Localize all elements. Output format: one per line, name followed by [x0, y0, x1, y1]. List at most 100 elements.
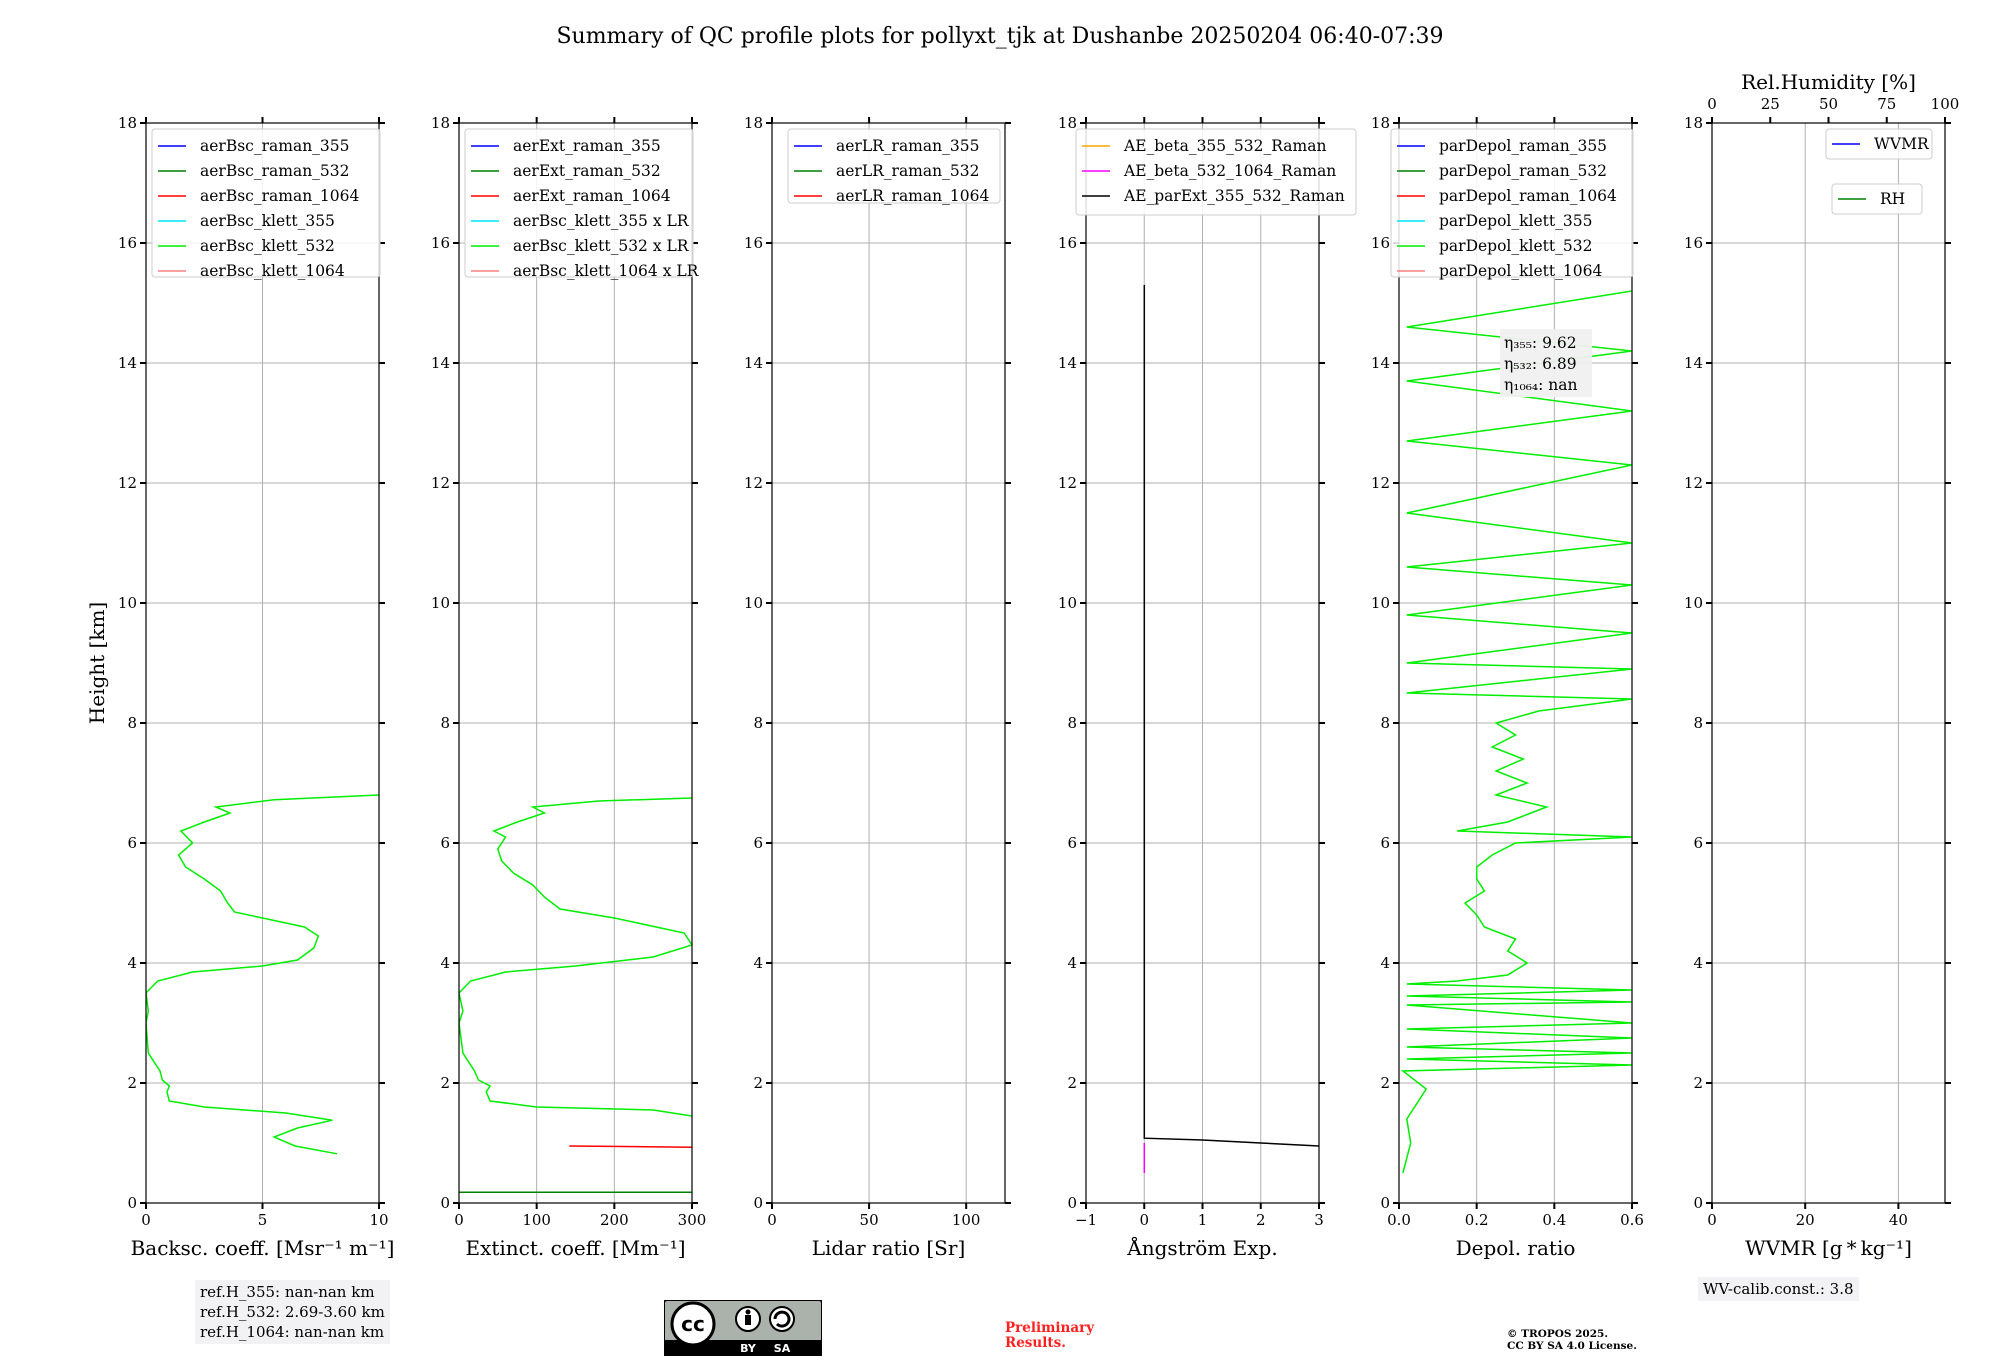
y-tick-label: 4: [753, 954, 763, 972]
series-group: [1143, 285, 1319, 1173]
series-line-aerExt_raman_1064: [569, 1145, 692, 1148]
annotation-text: η₁₀₆₄: nan: [1504, 376, 1578, 394]
y-tick-label: 18: [744, 114, 763, 132]
y-tick-label: 6: [440, 834, 450, 852]
y-tick-label: 12: [1684, 474, 1703, 492]
prelim-line-2: Results.: [1005, 1335, 1066, 1351]
x-tick-label: 0.0: [1387, 1211, 1411, 1229]
y-tick-label: 0: [440, 1194, 450, 1212]
panel-3: 0 2 4 6 8 10 12 14 16 18 0 50 100 Lidar ratio [Sr] aer…: [744, 114, 1011, 1260]
wv-calib-box: WV-calib.const.: 3.8: [1698, 1277, 1859, 1301]
x-axis-label: Ångström Exp.: [1126, 1235, 1277, 1260]
y-tick-label: 6: [127, 834, 137, 852]
legend-label: aerBsc_klett_355: [200, 212, 335, 230]
ref-height-1064: ref.H_1064: nan-nan km: [200, 1323, 385, 1341]
cc-logo-text: cc: [681, 1312, 705, 1336]
tropos-line-2: CC BY SA 4.0 License.: [1507, 1340, 1637, 1352]
x-axis-label: WVMR [g * kg⁻¹]: [1745, 1236, 1912, 1260]
y-tick-label: 8: [753, 714, 763, 732]
legend-box: [151, 128, 381, 278]
y-tick-label: 10: [431, 594, 450, 612]
x-tick-label: −1: [1075, 1211, 1097, 1229]
y-tick-label: 8: [1380, 714, 1390, 732]
x-tick-label: 0.4: [1542, 1211, 1566, 1229]
legend-box: [464, 128, 694, 278]
legend-label: RH: [1880, 190, 1905, 208]
legend: aerExt_raman_355 aerExt_raman_532 aerExt_r…: [464, 128, 700, 280]
legend-label: AE_parExt_355_532_Raman: [1123, 187, 1345, 205]
x-tick-label: 20: [1796, 1211, 1815, 1229]
y-tick-label: 18: [118, 114, 137, 132]
legend-label: parDepol_raman_1064: [1439, 187, 1617, 205]
y-tick-label: 2: [440, 1074, 450, 1092]
y-tick-label: 6: [753, 834, 763, 852]
legend-label: aerExt_raman_1064: [513, 187, 671, 205]
tropos-line-1: © TROPOS 2025.: [1507, 1328, 1609, 1340]
y-tick-label: 14: [1684, 354, 1703, 372]
cc-sa-text: SA: [774, 1342, 791, 1355]
y-tick-label: 6: [1380, 834, 1390, 852]
x-tick-label: 0: [141, 1211, 151, 1229]
y-tick-label: 18: [1058, 114, 1077, 132]
legend-label: aerBsc_klett_532: [200, 237, 335, 255]
y-tick-label: 4: [440, 954, 450, 972]
wv-calib-const: WV-calib.const.: 3.8: [1703, 1280, 1854, 1298]
axes-frame: [1398, 122, 1633, 1204]
y-tick-label: 2: [1380, 1074, 1390, 1092]
y-tick-label: 12: [118, 474, 137, 492]
series-line-aerBsc_klett_532 x LR: [459, 797, 692, 1117]
y-tick-label: 14: [1058, 354, 1077, 372]
legend: AE_beta_355_532_Raman AE_beta_532_1064_Ra…: [1075, 128, 1357, 216]
legend-label: aerLR_raman_355: [836, 137, 979, 155]
x-axis-label: Extinct. coeff. [Mm⁻¹]: [465, 1236, 685, 1260]
x-tick-label: 0: [1707, 1211, 1717, 1229]
legend: aerLR_raman_355 aerLR_raman_532 aerLR_rama…: [787, 128, 1001, 205]
ref-height-532: ref.H_532: 2.69-3.60 km: [200, 1303, 385, 1321]
y-tick-label: 0: [753, 1194, 763, 1212]
series-group: [459, 797, 692, 1193]
legend-box: [1075, 128, 1357, 216]
x-tick-label: 0: [454, 1211, 464, 1229]
panel-5: 0 2 4 6 8 10 12 14 16 18 0.0 0.2 0.4 0.6 Depol. ratio p…: [1371, 114, 1644, 1260]
y-tick-label: 4: [1067, 954, 1077, 972]
y-tick-label: 6: [1067, 834, 1077, 852]
y-tick-label: 18: [1371, 114, 1390, 132]
legend: aerBsc_raman_355 aerBsc_raman_532 aerBsc_r…: [151, 128, 381, 280]
series-group: [1400, 290, 1632, 1174]
y-tick-label: 16: [1371, 234, 1390, 252]
y-tick-label: 0: [1067, 1194, 1077, 1212]
y-tick-label: 12: [744, 474, 763, 492]
legend-label: WVMR: [1874, 135, 1930, 153]
legend-label: parDepol_raman_355: [1439, 137, 1607, 155]
y-tick-label: 4: [1380, 954, 1390, 972]
x2-tick-label: 100: [1931, 95, 1960, 113]
x-axis-label: Depol. ratio: [1456, 1236, 1576, 1260]
prelim-line-1: Preliminary: [1005, 1320, 1095, 1336]
legend-label: aerBsc_klett_1064 x LR: [513, 262, 700, 280]
figure-title: Summary of QC profile plots for pollyxt_…: [556, 24, 1443, 49]
y-tick-label: 2: [1067, 1074, 1077, 1092]
legend: parDepol_raman_355 parDepol_raman_532 parD…: [1390, 128, 1634, 280]
panel-1: 0 2 4 6 8 10 12 14 16 18 0 5 10 Backsc. coeff. [Msr⁻¹…: [85, 114, 394, 1260]
ref-height-355: ref.H_355: nan-nan km: [200, 1283, 375, 1301]
y-tick-label: 2: [1693, 1074, 1703, 1092]
y-tick-label: 2: [127, 1074, 137, 1092]
preliminary-results-note: Preliminary Results.: [1005, 1321, 1094, 1351]
y-tick-label: 16: [118, 234, 137, 252]
y-tick-label: 16: [744, 234, 763, 252]
legend-box: [1390, 128, 1634, 278]
y-tick-label: 6: [1693, 834, 1703, 852]
y-tick-label: 8: [1693, 714, 1703, 732]
axes-frame: [458, 122, 693, 1204]
y-tick-label: 16: [431, 234, 450, 252]
legend-label: parDepol_raman_532: [1439, 162, 1607, 180]
y-tick-label: 12: [1058, 474, 1077, 492]
x-tick-label: 5: [258, 1211, 268, 1229]
x2-tick-label: 25: [1761, 95, 1780, 113]
x2-tick-label: 50: [1819, 95, 1838, 113]
x-axis-label: Lidar ratio [Sr]: [812, 1236, 966, 1260]
tropos-copyright: © TROPOS 2025. CC BY SA 4.0 License.: [1507, 1328, 1637, 1352]
y-tick-label: 10: [1371, 594, 1390, 612]
y-tick-label: 8: [1067, 714, 1077, 732]
